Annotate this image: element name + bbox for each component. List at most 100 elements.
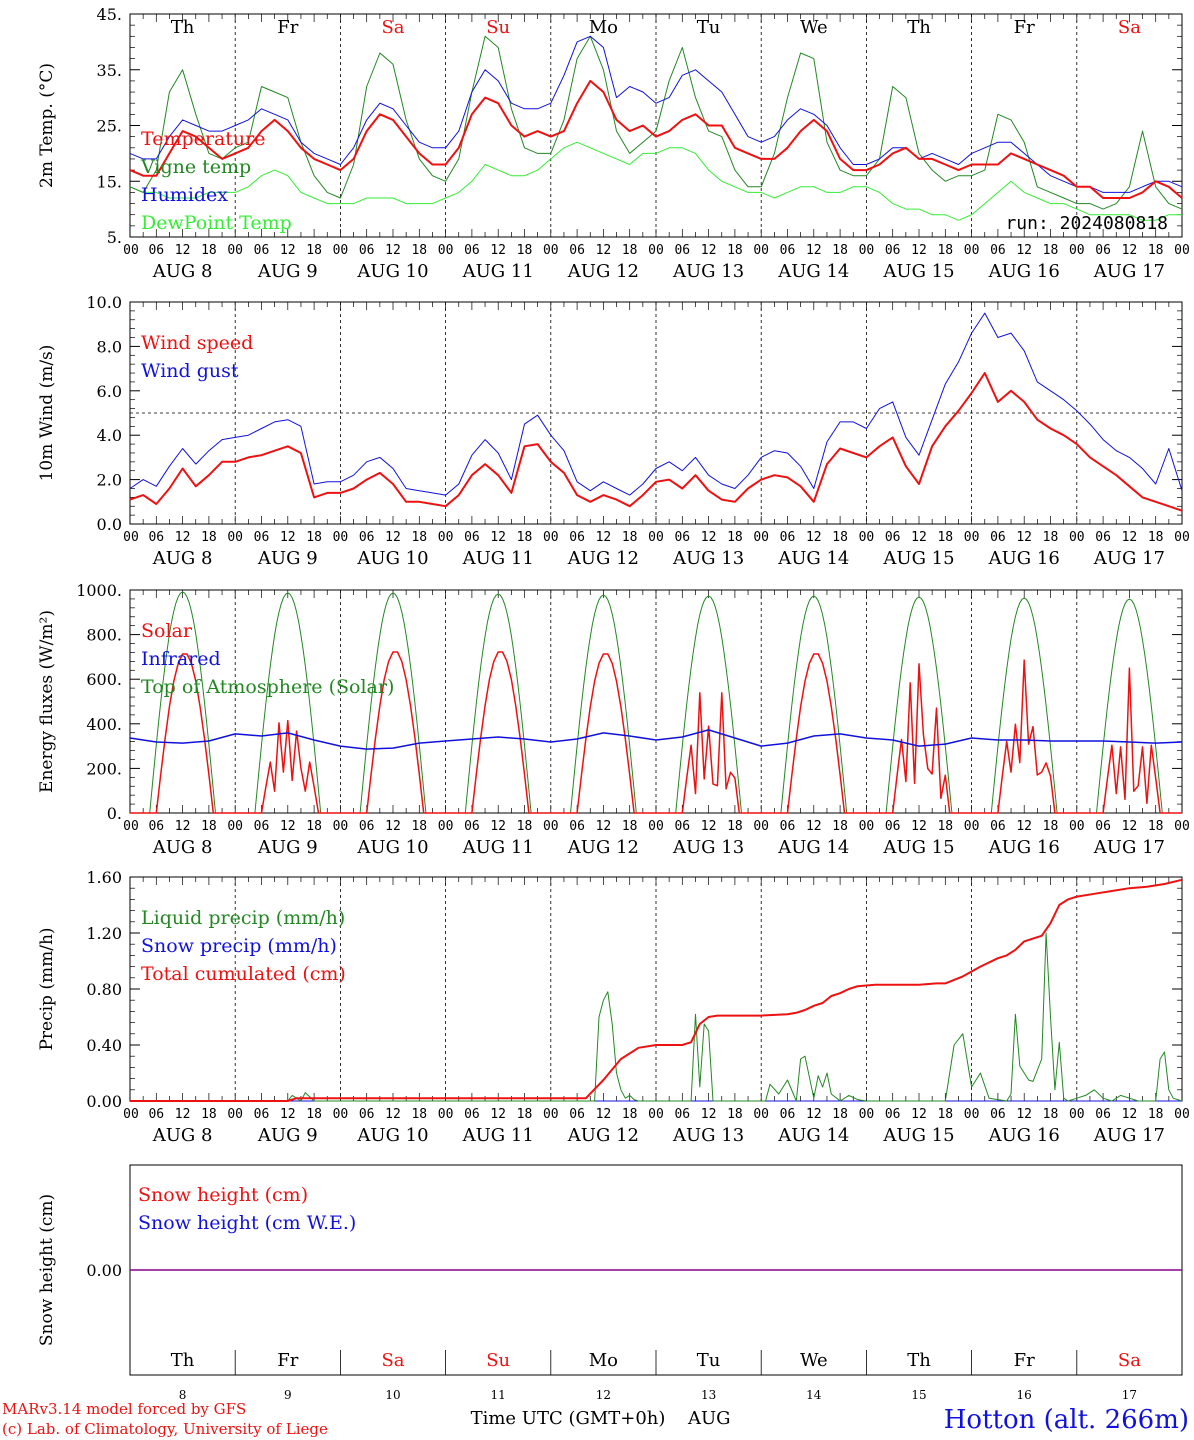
hour-tick-label: 06: [780, 819, 796, 834]
toa-day-curve: [235, 592, 341, 814]
day-abbr: Fr: [1014, 17, 1035, 38]
day-abbr: Th: [171, 1350, 195, 1371]
date-label: AUG 10: [356, 261, 428, 282]
footer-credit: (c) Lab. of Climatology, University of L…: [2, 1420, 328, 1438]
hour-tick-label: 00: [123, 530, 139, 545]
toa-day-curve: [340, 592, 446, 814]
toa-day-curve: [866, 596, 972, 814]
legend-entry: DewPoint Temp: [141, 212, 292, 234]
series-line-dewpoint: [129, 141, 1182, 221]
hour-tick-label: 12: [806, 530, 822, 545]
y-tick-label: 10.0: [86, 293, 122, 312]
hour-tick-label: 18: [622, 819, 638, 834]
hour-tick-label: 06: [674, 530, 690, 545]
hour-tick-label: 18: [937, 243, 953, 258]
hour-tick-label: 06: [780, 1107, 796, 1122]
hour-tick-label: 18: [622, 1107, 638, 1122]
hour-tick-label: 12: [911, 243, 927, 258]
y-tick-label: 2.0: [97, 471, 122, 490]
hour-tick-label: 18: [517, 1107, 533, 1122]
hour-tick-label: 00: [1174, 1107, 1190, 1122]
hour-tick-label: 00: [1174, 819, 1190, 834]
hour-tick-label: 00: [648, 819, 664, 834]
hour-tick-label: 00: [227, 1107, 243, 1122]
hour-tick-label: 18: [937, 530, 953, 545]
hour-tick-label: 18: [1043, 530, 1059, 545]
hour-tick-label: 00: [123, 1107, 139, 1122]
hour-tick-label: 18: [832, 1107, 848, 1122]
hour-tick-label: 00: [543, 1107, 559, 1122]
series-line-cumul: [130, 878, 1183, 1102]
hour-tick-label: 00: [1069, 530, 1085, 545]
hour-tick-label: 18: [201, 530, 217, 545]
hour-tick-label: 00: [123, 243, 139, 258]
date-label: AUG 14: [777, 837, 849, 858]
day-abbr: Th: [907, 1350, 931, 1371]
hour-tick-label: 00: [1174, 243, 1190, 258]
hour-tick-label: 18: [517, 819, 533, 834]
y-tick-label: 1.20: [86, 924, 122, 943]
date-label: AUG 12: [567, 837, 639, 858]
hour-tick-label: 00: [859, 243, 875, 258]
hour-tick-label: 18: [727, 819, 743, 834]
hour-tick-label: 18: [1043, 243, 1059, 258]
day-abbr: Fr: [1014, 1350, 1035, 1371]
day-number: 11: [491, 1388, 506, 1402]
hour-tick-label: 12: [175, 243, 191, 258]
hour-tick-label: 18: [1043, 1107, 1059, 1122]
hour-tick-label: 06: [254, 243, 270, 258]
hour-tick-label: 00: [227, 819, 243, 834]
solar-day-curve: [445, 651, 551, 814]
hour-tick-label: 06: [359, 1107, 375, 1122]
toa-day-curve: [656, 595, 762, 814]
hour-tick-label: 06: [885, 530, 901, 545]
hour-tick-label: 00: [648, 243, 664, 258]
date-label: AUG 8: [152, 548, 213, 569]
legend-entry: Infrared: [141, 648, 221, 670]
hour-tick-label: 06: [569, 1107, 585, 1122]
y-tick-label: 25.: [97, 117, 122, 136]
hour-tick-label: 18: [306, 530, 322, 545]
date-label: AUG 9: [257, 261, 318, 282]
hour-tick-label: 12: [701, 819, 717, 834]
hour-tick-label: 06: [674, 1107, 690, 1122]
y-tick-label: 1000.: [76, 581, 122, 600]
day-number: 17: [1122, 1388, 1137, 1402]
hour-tick-label: 00: [964, 819, 980, 834]
legend-entry: Snow height (cm): [138, 1184, 308, 1206]
hour-tick-label: 06: [569, 530, 585, 545]
hour-tick-label: 00: [859, 1107, 875, 1122]
hour-tick-label: 06: [990, 819, 1006, 834]
legend-entry: Solar: [141, 620, 193, 642]
hour-tick-label: 00: [543, 530, 559, 545]
hour-tick-label: 06: [359, 819, 375, 834]
hour-tick-label: 00: [227, 243, 243, 258]
hour-tick-label: 06: [1095, 243, 1111, 258]
date-label: AUG 11: [462, 261, 534, 282]
hour-tick-label: 06: [885, 243, 901, 258]
hour-tick-label: 12: [1016, 819, 1032, 834]
hour-tick-label: 12: [280, 243, 296, 258]
y-tick-label: 600.: [86, 670, 122, 689]
hour-tick-label: 00: [438, 819, 454, 834]
hour-tick-label: 12: [1016, 530, 1032, 545]
legend-entry: Top of Atmosphere (Solar): [141, 676, 394, 698]
day-abbr: We: [800, 1350, 828, 1371]
y-axis-label: 10m Wind (m/s): [37, 345, 57, 482]
hour-tick-label: 06: [254, 819, 270, 834]
day-abbr: Su: [486, 17, 510, 38]
footer-model: MARv3.14 model forced by GFS: [2, 1400, 246, 1418]
hour-tick-label: 00: [964, 1107, 980, 1122]
hour-tick-label: 00: [1069, 243, 1085, 258]
hour-tick-label: 12: [385, 1107, 401, 1122]
hour-tick-label: 00: [333, 1107, 349, 1122]
hour-tick-label: 18: [1148, 1107, 1164, 1122]
date-label: AUG 15: [882, 548, 954, 569]
hour-tick-label: 18: [201, 243, 217, 258]
date-label: AUG 10: [356, 837, 428, 858]
solar-day-curve: [235, 719, 341, 814]
run-label: run: 2024080818: [1005, 213, 1168, 234]
hour-tick-label: 12: [490, 1107, 506, 1122]
date-label: AUG 13: [672, 261, 744, 282]
